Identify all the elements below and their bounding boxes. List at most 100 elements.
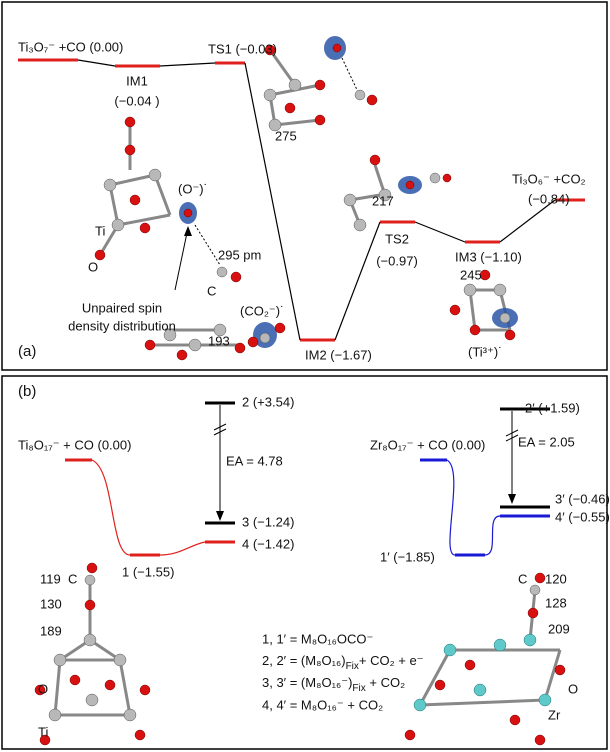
- atom: [217, 267, 227, 277]
- atom: [289, 79, 301, 91]
- level-label: IM2 (−1.67): [305, 347, 372, 362]
- level-label: 1 (−1.55): [122, 564, 174, 579]
- bond: [275, 120, 320, 125]
- atom: [177, 350, 187, 360]
- atom: [105, 680, 115, 690]
- connector: [415, 222, 465, 242]
- bond: [155, 175, 170, 215]
- level-energy: (−0.97): [376, 253, 418, 268]
- level-label: TS1 (−0.03): [208, 41, 277, 56]
- atom: [465, 660, 475, 670]
- annotation: 119: [40, 571, 61, 586]
- bond: [420, 700, 545, 705]
- annotation: 245: [460, 267, 482, 282]
- annotation: EA = 2.05: [518, 434, 575, 449]
- annotation: density distribution: [68, 318, 176, 333]
- annotation: (CO₂⁻)˙: [240, 303, 284, 318]
- level-label: 2 (+3.54): [242, 394, 294, 409]
- atom: [414, 699, 426, 711]
- atom: [333, 44, 341, 52]
- bond: [55, 660, 60, 715]
- atom: [285, 103, 295, 113]
- atom: [135, 730, 145, 740]
- bond: [195, 225, 220, 265]
- atom: [444, 644, 456, 656]
- level-label: 4 (−1.42): [242, 536, 294, 551]
- bond: [545, 650, 560, 700]
- annotation: 217: [372, 193, 394, 208]
- annotation: Unpaired spin: [82, 300, 162, 315]
- level-energy: (−0.04 ): [114, 93, 159, 108]
- atom: [355, 90, 365, 100]
- atom: [125, 145, 135, 155]
- annotation: (Ti³⁺)˙: [468, 344, 503, 359]
- atom: [149, 169, 161, 181]
- panel-b-levels: [65, 403, 550, 555]
- atom: [49, 709, 61, 721]
- atom: [112, 219, 124, 231]
- atom: [406, 181, 414, 189]
- atom: [555, 665, 565, 675]
- level-label: IM3 (−1.10): [455, 249, 522, 264]
- atom: [140, 223, 150, 233]
- bond: [175, 228, 188, 290]
- connector: [78, 60, 115, 66]
- note-part: + CO₂: [366, 675, 405, 690]
- atom: [260, 333, 270, 343]
- level-label: IM1: [126, 73, 148, 88]
- legend-note: 2, 2′ = (M₈O₁₆)Fix+ CO₂ + e⁻: [262, 653, 424, 671]
- annotation: C: [207, 283, 216, 298]
- level-label: Ti₈O₁₇⁻ + CO (0.00): [18, 437, 131, 452]
- bond: [120, 660, 130, 715]
- level-label: 4′ (−0.55): [555, 509, 610, 524]
- atom: [275, 323, 285, 333]
- atom: [524, 634, 536, 646]
- panel-a-levels: [18, 60, 585, 340]
- annotation: Ti: [95, 223, 105, 238]
- atom: [535, 573, 545, 583]
- atom: [315, 115, 325, 125]
- atom: [114, 654, 126, 666]
- atom: [530, 585, 540, 595]
- atom: [510, 715, 520, 725]
- atom: [430, 173, 440, 183]
- atom: [344, 194, 356, 206]
- bond: [216, 511, 224, 521]
- atom: [535, 735, 545, 745]
- atom: [235, 343, 245, 353]
- annotation: 193: [208, 333, 230, 348]
- legend-note: 3, 3′ = (M₈O₁₆⁻)Fix + CO₂: [262, 675, 405, 693]
- level-label: 3 (−1.24): [242, 514, 294, 529]
- connector: [160, 63, 215, 66]
- annotation: 189: [40, 623, 62, 638]
- atom: [367, 95, 377, 105]
- atom: [405, 730, 415, 740]
- bond: [160, 542, 205, 555]
- atom: [474, 684, 486, 696]
- annotation: (O⁻)˙: [178, 181, 208, 196]
- annotation: C: [68, 571, 77, 586]
- level-energy: (−0.84): [528, 191, 570, 206]
- atom: [145, 340, 155, 350]
- atom: [184, 209, 192, 217]
- annotation: 130: [40, 596, 62, 611]
- atom: [528, 608, 538, 618]
- level-label: Zr₈O₁₇⁻ + CO (0.00): [370, 437, 485, 452]
- bond: [110, 175, 155, 185]
- annotation: Ti: [38, 724, 48, 739]
- atom: [539, 694, 551, 706]
- bond: [485, 516, 500, 555]
- annotation: C: [518, 571, 527, 586]
- annotation: Zr: [548, 707, 561, 722]
- atom: [87, 563, 97, 573]
- atom: [264, 89, 276, 101]
- atom: [464, 284, 476, 296]
- atom: [354, 219, 366, 231]
- bond: [342, 58, 358, 92]
- atom: [104, 179, 116, 191]
- atom: [450, 305, 460, 315]
- annotation: O: [568, 681, 578, 696]
- bond: [184, 226, 192, 236]
- legend-note: 1, 1′ = M₈O₁₆OCO⁻: [262, 631, 373, 646]
- bond: [420, 650, 450, 705]
